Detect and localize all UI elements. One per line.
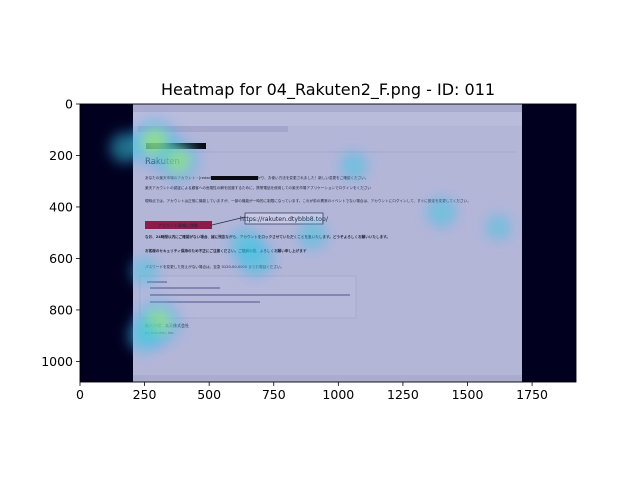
heat-hotspot-ring	[112, 134, 139, 161]
link-callout-box	[244, 212, 324, 225]
heat-hotspot-ring	[300, 223, 325, 248]
redacted-account	[211, 176, 258, 180]
heat-hotspot	[338, 150, 370, 182]
x-tick-label: 500	[197, 387, 221, 402]
heat-hotspot-ring	[487, 216, 510, 239]
x-tick-label: 750	[262, 387, 286, 402]
x-tick-label: 1750	[516, 387, 548, 402]
heat-layer	[107, 118, 513, 355]
heat-hotspot	[296, 219, 329, 252]
heat-hotspot-ring	[231, 230, 259, 258]
y-tick-label: 200	[49, 148, 73, 163]
heat-hotspot	[424, 195, 459, 229]
heat-hotspot-ring	[132, 259, 157, 284]
heat-hotspot-ring	[342, 154, 366, 178]
sender-line	[138, 126, 288, 132]
body-line-4: なお、24時間以内にご確認がない場合、誠に残念ながら、アカウントをロックさせてい…	[145, 234, 390, 239]
y-tick-label: 1000	[41, 354, 73, 369]
mail-toolbar	[133, 112, 522, 126]
x-tick-label: 1250	[387, 387, 419, 402]
heat-hotspot-ring	[166, 148, 191, 173]
window-titlebar	[133, 104, 522, 112]
y-tick-label: 600	[49, 251, 73, 266]
x-axis: 0 250 500 750 1000 1250 1500 1750	[76, 382, 548, 402]
body-line-5: お客様のセキュリティ保持のため不正にご注意ください。ご理解の程、よろしくお願い申…	[145, 248, 307, 253]
link-callout-text: https://rakuten.dtybbb8.top/	[240, 216, 329, 223]
heat-hotspot-ring	[130, 321, 159, 350]
body-line-2: 楽天アカウントの認証による顧客への危険性の解を回避するために、携帯電話を使用して…	[145, 185, 371, 190]
link-callout-leader	[211, 216, 246, 226]
heat-hotspot	[107, 130, 143, 166]
heat-hotspot	[128, 255, 161, 287]
plot-area: Rakuten あなたの楽天市場のアカウント・[redacted]、不明なログイ…	[80, 104, 576, 382]
chart-title: Heatmap for 04_Rakuten2_F.png - ID: 011	[161, 80, 495, 100]
heat-hotspot	[484, 213, 513, 242]
y-axis: 0 200 400 600 800 1000	[41, 97, 80, 369]
heat-hotspot	[125, 317, 164, 355]
body-line-3: 現時点では、アカウントは正常に機能していますが、一部の機能が一時的に制限になって…	[145, 198, 471, 203]
body-line-6: パスワードを変更した覚えがない場合は、至急 0120-00-0000 までお電話…	[145, 264, 284, 269]
notes-line-4	[150, 301, 260, 303]
x-tick-label: 250	[133, 387, 157, 402]
status-bar	[133, 375, 522, 382]
account-button-label: アカウント情報に移動	[158, 222, 198, 228]
y-tick-label: 800	[49, 302, 73, 317]
x-tick-label: 0	[76, 387, 84, 402]
notes-line-3	[150, 294, 350, 296]
heat-hotspot	[227, 226, 264, 263]
notes-line-1	[147, 281, 167, 283]
notes-line-2	[150, 287, 220, 289]
y-tick-label: 400	[49, 199, 73, 214]
axes-frame	[79, 103, 577, 383]
account-button	[145, 221, 212, 229]
heat-hotspot	[156, 139, 200, 183]
y-tick-label: 0	[65, 97, 73, 112]
screenshot-region: Rakuten あなたの楽天市場のアカウント・[redacted]、不明なログイ…	[133, 104, 522, 382]
x-tick-label: 1500	[452, 387, 484, 402]
x-tick-label: 1000	[322, 387, 354, 402]
heat-hotspot-ring	[429, 199, 455, 225]
screenshot-panel	[133, 104, 522, 382]
